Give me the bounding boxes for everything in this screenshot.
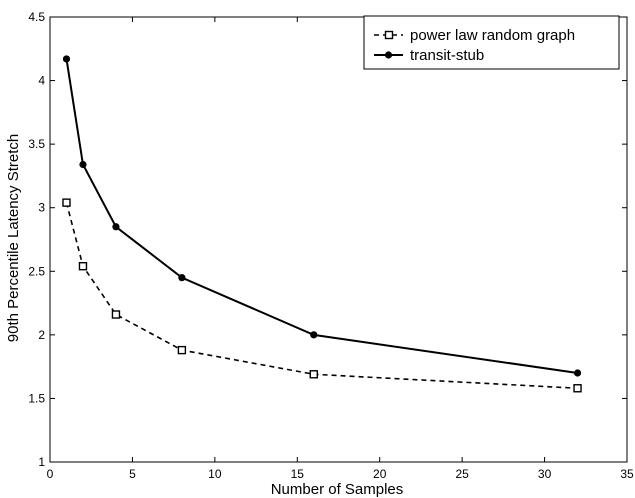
y-tick-label: 2: [38, 328, 45, 342]
data-point-circle: [62, 55, 71, 63]
x-tick-label: 5: [129, 467, 136, 481]
legend-box: [363, 15, 620, 70]
x-tick-label: 0: [47, 467, 54, 481]
data-point-circle: [310, 331, 318, 339]
data-point-circle: [79, 160, 87, 169]
legend-marker-transit-stub: [384, 51, 393, 59]
series-line-0: [65, 202, 578, 390]
x-tick-label: 25: [455, 467, 469, 481]
x-tick-label: 30: [538, 467, 552, 481]
plot-frame: [49, 16, 628, 463]
series-layer: [62, 55, 582, 393]
data-point-square: [62, 198, 71, 207]
legend: power law random graph transit-stub: [363, 15, 620, 70]
data-point-square: [111, 310, 121, 319]
legend-label-power-law: power law random graph: [410, 27, 575, 44]
data-point-circle: [573, 369, 582, 377]
data-point-square: [573, 384, 582, 393]
axes: 0 5 10 15 20 25 30 35 1 1.5 2 2.5 3 3.5 4 4.5: [28, 10, 634, 481]
data-point-square: [309, 370, 318, 379]
y-tick-label: 1: [38, 455, 45, 469]
x-tick-label: 20: [373, 467, 387, 481]
y-tick-label: 4: [38, 74, 45, 88]
legend-label-transit-stub: transit-stub: [410, 47, 484, 64]
y-tick-label: 3.5: [28, 137, 45, 151]
legend-marker-power-law: [384, 30, 394, 40]
data-point-circle: [178, 274, 186, 282]
x-tick-label: 10: [208, 467, 222, 481]
y-tick-label: 3: [38, 201, 45, 215]
data-point-square: [78, 262, 88, 271]
y-tick-label: 4.5: [28, 10, 45, 24]
series-line-1: [65, 58, 578, 374]
y-tick-label: 2.5: [28, 264, 45, 278]
x-tick-label: 15: [291, 467, 305, 481]
y-axis-title: 90th Percentile Latency Stretch: [5, 134, 22, 342]
data-point-circle: [112, 223, 120, 231]
x-axis-title: Number of Samples: [271, 481, 404, 498]
x-tick-label: 35: [620, 467, 634, 481]
y-tick-label: 1.5: [28, 391, 45, 405]
data-point-square: [177, 345, 187, 355]
